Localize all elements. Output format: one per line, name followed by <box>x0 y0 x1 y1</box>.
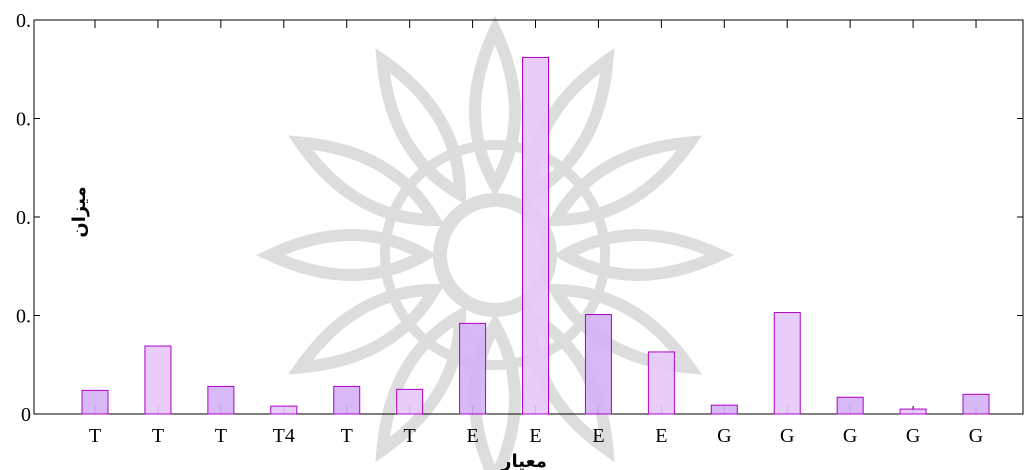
x-tick-label: T <box>341 425 353 447</box>
bar-series <box>81 56 990 415</box>
bar <box>396 388 424 415</box>
bar <box>207 385 235 415</box>
watermark-petal <box>545 135 703 227</box>
x-tick-label: E <box>466 425 478 447</box>
y-tick-label: 0. <box>16 109 31 131</box>
bar <box>584 314 612 415</box>
x-tick-label: G <box>780 425 794 447</box>
y-tick-label: 0. <box>16 306 31 328</box>
watermark-petal <box>287 135 445 227</box>
bar <box>962 393 990 415</box>
x-tick-label: G <box>969 425 983 447</box>
x-tick-label: T <box>215 425 227 447</box>
watermark-petal <box>375 47 467 205</box>
x-tick-label: E <box>592 425 604 447</box>
bar <box>647 351 675 415</box>
watermark-petal <box>255 229 438 281</box>
y-tick-label: 0. <box>16 207 31 229</box>
plot-area <box>33 19 1024 415</box>
bar <box>710 404 738 415</box>
watermark-petal <box>552 229 735 281</box>
x-tick-label: T <box>152 425 164 447</box>
bar <box>333 385 361 415</box>
x-tick-label: T4 <box>273 425 295 447</box>
y-tick-labels: 0 0. 0. 0. 0. <box>16 10 31 426</box>
x-axis-title: معیار <box>500 451 547 470</box>
x-tick-labels: T T T T4 T T E E E E G G G G G <box>89 425 983 447</box>
y-axis-title: میزان <box>69 186 90 237</box>
bar <box>144 345 172 415</box>
watermark-petal <box>469 15 521 198</box>
y-axis-ticks <box>34 19 1023 415</box>
bar <box>81 389 109 415</box>
x-tick-label: G <box>717 425 731 447</box>
watermark-petal <box>375 305 467 463</box>
y-tick-label: 0. <box>16 10 31 32</box>
x-tick-label: E <box>529 425 541 447</box>
bar <box>836 396 864 415</box>
bar <box>459 322 487 415</box>
bar <box>773 312 801 415</box>
x-tick-label: T <box>89 425 101 447</box>
bar <box>899 408 927 415</box>
x-tick-label: T <box>404 425 416 447</box>
x-tick-label: G <box>843 425 857 447</box>
bar <box>270 405 298 415</box>
watermark-petal <box>545 283 703 375</box>
bar <box>522 56 550 415</box>
x-tick-label: E <box>655 425 667 447</box>
watermark-petal <box>287 283 445 375</box>
x-tick-label: G <box>906 425 920 447</box>
y-tick-label: 0 <box>21 404 31 426</box>
